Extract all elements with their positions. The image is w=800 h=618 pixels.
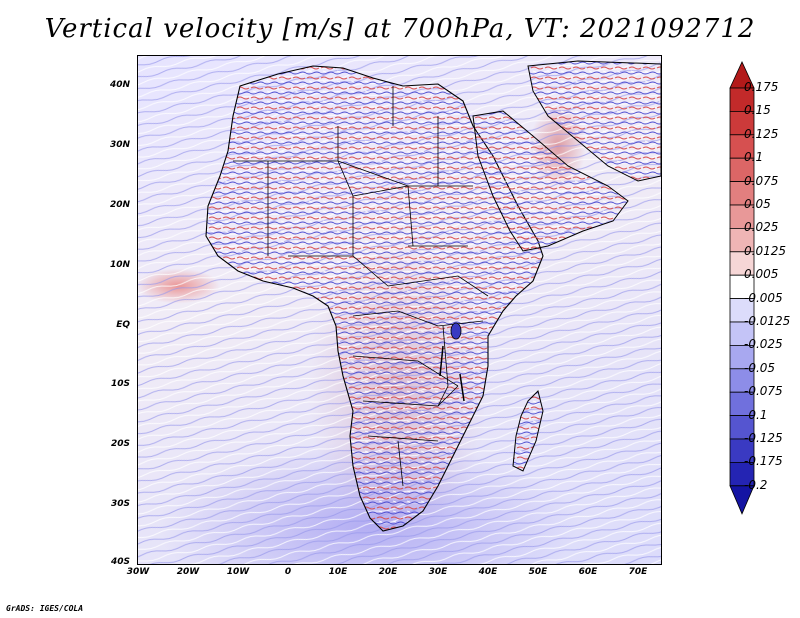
map-panel [137,55,662,565]
colorbar-label: -0.175 [744,454,783,469]
lon-tick-label: 10E [328,567,348,577]
country-borders [233,86,489,487]
lon-tick-label: 0 [284,567,292,577]
lon-tick-label: 20W [176,567,200,577]
lat-tick-label: 40S [110,557,130,567]
colorbar-label: -0.2 [744,477,768,492]
colorbar-label: 0.05 [744,197,771,211]
colorbar-label: 0.1 [744,150,764,165]
lat-tick-label: 30N [109,140,130,150]
colorbar-label: 0.005 [744,267,779,282]
lat-tick-label: 10S [110,379,130,389]
middle-east-land [527,60,661,182]
colorbar-label: 0.125 [744,126,779,141]
lat-tick-label: 20N [109,200,130,210]
lat-tick-label: 10N [109,260,130,270]
africa-continent [205,65,544,532]
madagascar [512,390,544,472]
lat-tick-label: 20S [110,439,130,449]
colorbar-label: -0.0125 [744,314,791,328]
lat-tick-label: 40N [109,80,130,90]
colorbar-label: -0.125 [744,431,783,445]
lon-tick-label: 20E [378,567,398,577]
lake-malawi [459,373,465,402]
colorbar-label: -0.1 [744,407,768,422]
colorbar-label: 0.025 [744,220,779,235]
lake-victoria [450,322,462,340]
arabian-peninsula [472,110,629,252]
lat-tick-label: EQ [116,320,130,330]
colorbar-label: -0.075 [744,384,783,399]
colorbar-bottom-triangle [729,485,755,515]
colorbar-label: -0.005 [744,290,783,305]
lon-tick-label: 60E [578,567,598,577]
lat-tick-label: 30S [110,499,130,509]
colorbar-label: 0.075 [744,173,779,188]
lon-tick-label: 30W [126,567,150,577]
map-canvas [138,56,661,564]
map-title: Vertical velocity [m/s] at 700hPa, VT: 2… [44,14,756,44]
colorbar-label: -0.05 [744,360,776,375]
colorbar-label: 0.175 [744,80,779,94]
colorbar-label: 0.15 [744,103,771,118]
lon-tick-label: 30E [428,567,448,577]
lon-tick-label: 50E [528,567,548,577]
lon-tick-label: 70E [628,567,648,577]
colorbar [729,61,755,515]
colorbar-label: 0.0125 [744,243,786,258]
lon-tick-label: 40E [478,567,498,577]
lake-tanganyika [439,345,444,377]
lon-tick-label: 10W [226,567,250,577]
colorbar-label: -0.025 [744,337,783,352]
credit-text: GrADS: IGES/COLA [6,604,84,613]
